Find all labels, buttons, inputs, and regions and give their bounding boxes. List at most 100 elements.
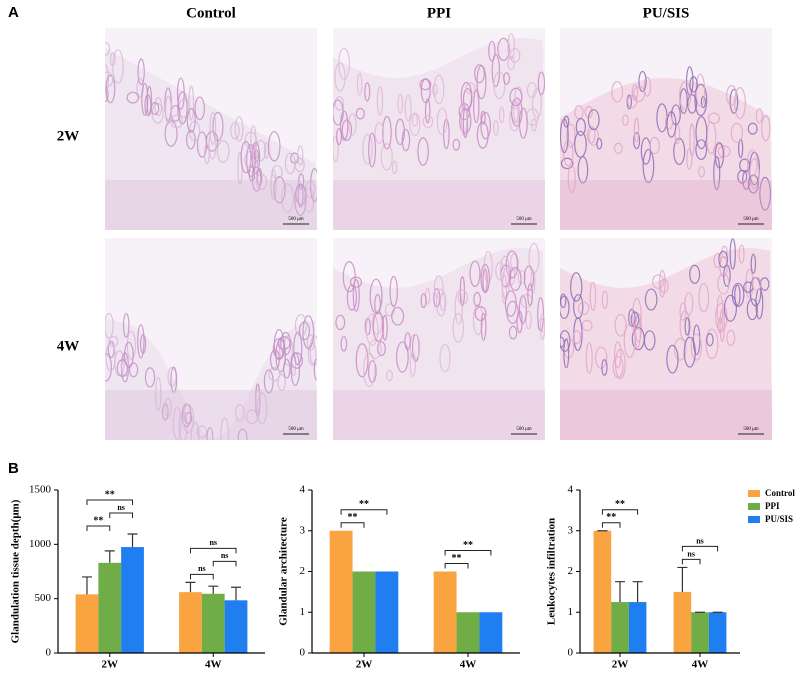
gland xyxy=(382,115,392,150)
significance-label: ** xyxy=(606,512,616,523)
histology-image: 500 μm xyxy=(560,238,772,440)
gland xyxy=(177,91,188,125)
gland xyxy=(234,116,244,142)
gland xyxy=(614,313,627,337)
gland xyxy=(673,337,687,361)
gland xyxy=(122,312,130,338)
gland xyxy=(523,265,535,291)
gland xyxy=(422,114,434,129)
gland xyxy=(417,137,429,166)
gland xyxy=(137,58,145,86)
gland xyxy=(679,310,691,342)
gland xyxy=(281,183,295,213)
gland xyxy=(401,128,411,152)
legend-swatch xyxy=(748,516,760,523)
significance-label: ns xyxy=(696,536,704,545)
gland xyxy=(483,250,493,283)
gland xyxy=(746,149,758,177)
gland xyxy=(493,71,506,100)
gland xyxy=(666,111,677,138)
column-title: Control xyxy=(186,5,236,21)
stroma xyxy=(560,390,772,440)
gland xyxy=(112,49,124,84)
significance-bracket xyxy=(601,522,621,528)
significance-bracket xyxy=(340,522,365,528)
gland xyxy=(105,71,114,88)
gland xyxy=(335,314,346,331)
gland xyxy=(124,341,134,369)
gland xyxy=(340,336,348,352)
gland xyxy=(349,276,363,288)
gland xyxy=(137,324,145,359)
gland xyxy=(473,291,482,307)
y-tick-label: 0 xyxy=(46,647,52,659)
gland xyxy=(664,114,674,130)
x-tick-label: 4W xyxy=(205,659,222,671)
gland xyxy=(678,81,692,110)
gland xyxy=(240,140,252,174)
gland xyxy=(695,139,708,161)
gland xyxy=(510,97,523,127)
gland xyxy=(270,169,277,200)
bar xyxy=(628,602,647,653)
scale-bar-label: 500 μm xyxy=(743,427,758,432)
histology-image: 500 μm xyxy=(333,28,545,230)
bar xyxy=(611,602,629,653)
gland xyxy=(196,425,208,439)
gland xyxy=(339,110,349,141)
histology-content xyxy=(105,238,317,440)
gland xyxy=(256,392,268,425)
gland xyxy=(377,341,386,357)
scale-bar-label: 500 μm xyxy=(288,217,303,222)
x-tick-label: 2W xyxy=(102,659,119,671)
gland xyxy=(566,123,576,148)
gland xyxy=(686,148,693,171)
gland xyxy=(750,253,757,274)
gland xyxy=(476,121,489,149)
gland xyxy=(473,89,480,124)
gland xyxy=(208,130,217,160)
significance-bracket xyxy=(601,509,639,515)
gland xyxy=(141,82,149,116)
gland xyxy=(491,54,501,88)
gland xyxy=(206,426,214,440)
gland xyxy=(683,336,696,368)
gland xyxy=(723,294,737,322)
gland xyxy=(368,132,377,168)
gland xyxy=(203,143,210,165)
bar xyxy=(121,547,144,653)
error-bar xyxy=(104,550,115,563)
scale-bar-label: 500 μm xyxy=(516,427,531,432)
gland xyxy=(497,37,510,61)
gland xyxy=(411,113,419,127)
scale-bar-label: 500 μm xyxy=(743,217,758,222)
gland xyxy=(498,106,505,124)
gland xyxy=(509,87,523,107)
significance-bracket xyxy=(189,573,214,580)
gland xyxy=(507,33,515,60)
bar xyxy=(593,530,612,653)
gland xyxy=(245,409,259,425)
gland xyxy=(596,137,603,150)
gland xyxy=(585,342,593,374)
gland xyxy=(182,403,195,434)
gland xyxy=(614,341,622,369)
gland xyxy=(560,118,569,154)
gland xyxy=(237,428,248,440)
gland xyxy=(642,148,655,184)
significance-bracket xyxy=(86,499,134,506)
y-tick-label: 1500 xyxy=(29,484,52,496)
gland xyxy=(419,78,432,91)
gland xyxy=(469,260,481,288)
gland xyxy=(745,268,754,299)
gland xyxy=(613,142,623,155)
error-bar xyxy=(185,581,196,593)
significance-label: ** xyxy=(463,540,473,551)
gland xyxy=(729,88,739,114)
significance-label: ns xyxy=(209,538,217,547)
gland xyxy=(220,417,230,440)
gland xyxy=(726,85,738,106)
gland xyxy=(248,159,259,174)
gland xyxy=(144,367,156,388)
